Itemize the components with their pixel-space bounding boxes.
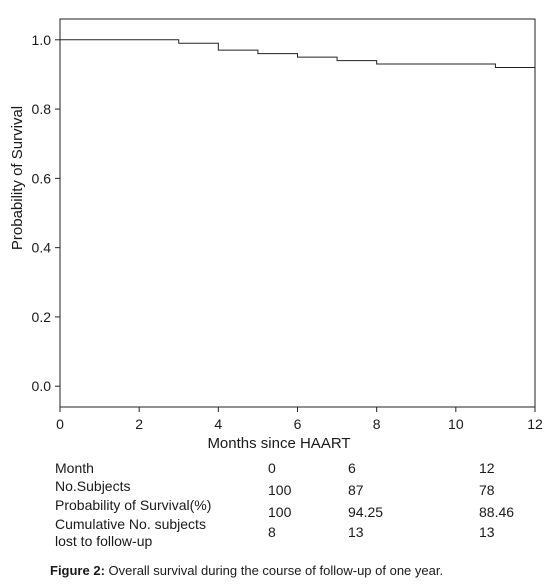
row-label-subjects: No.Subjects [55,478,131,494]
plot-frame [59,18,536,408]
survival-step-line [60,39,535,68]
y-tick-label: 0.4 [32,240,52,256]
y-axis-title: Probability of Survival [9,106,26,250]
lost-0: 8 [268,524,276,540]
month-12: 12 [479,460,495,476]
x-tick-label: 6 [294,416,302,432]
x-tick-label: 4 [214,416,222,432]
row-label-probability: Probability of Survival(%) [55,497,212,513]
y-tick-label: 0.0 [32,378,52,394]
lost-6: 13 [348,524,364,540]
probability-12: 88.46 [479,504,515,520]
row-label-lost-line2: lost to follow-up [55,533,153,549]
subjects-6: 87 [348,482,364,498]
month-6: 6 [348,460,356,476]
x-tick-label: 12 [527,416,543,432]
probability-6: 94.25 [348,504,384,520]
subjects-12: 78 [479,482,495,498]
y-tick-label: 0.2 [32,309,52,325]
x-tick-label: 10 [448,416,464,432]
row-label-month: Month [55,460,94,476]
probability-0: 100 [268,504,292,520]
subjects-0: 100 [268,482,292,498]
caption-text: Overall survival during the course of fo… [104,563,444,578]
x-axis-title: Months since HAART [207,435,350,452]
month-0: 0 [268,460,276,476]
y-axis-ticks: 0.0 0.2 0.4 0.6 0.8 1.0 [32,32,60,394]
y-tick-label: 1.0 [32,32,52,48]
caption-prefix: Figure 2: [50,563,105,578]
x-axis-ticks: 0 2 4 6 8 10 12 [56,407,543,432]
figure-caption: Figure 2: Overall survival during the co… [50,563,443,578]
x-tick-label: 8 [373,416,381,432]
x-tick-label: 0 [56,416,64,432]
y-tick-label: 0.8 [32,101,52,117]
x-tick-label: 2 [135,416,143,432]
row-label-lost-line1: Cumulative No. subjects [55,516,206,532]
y-tick-label: 0.6 [32,170,52,186]
survival-chart: 0.0 0.2 0.4 0.6 0.8 1.0 0 2 4 6 8 10 12 Months sinc… [9,18,543,452]
lost-12: 13 [479,524,495,540]
